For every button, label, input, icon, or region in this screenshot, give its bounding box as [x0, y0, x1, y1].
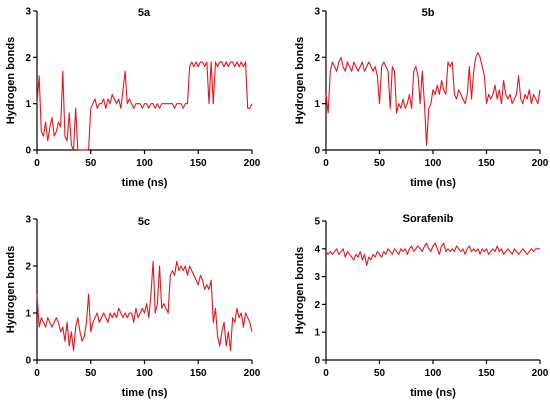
- chart-panel-3: 0 1 2 3 0 50 100 150 200 5c time (ns) Hydrogen bond…: [5, 215, 261, 400]
- x-tick-label: 200: [532, 158, 549, 169]
- x-tick-label: 50: [85, 368, 97, 379]
- y-axis-label: Hydrogen bonds: [294, 37, 306, 124]
- y-tick-label: 2: [25, 53, 31, 64]
- x-tick-label: 0: [323, 158, 329, 169]
- x-tick-label: 200: [244, 368, 261, 379]
- y-tick-label: 5: [314, 217, 320, 228]
- chart-title: 5a: [138, 7, 151, 19]
- x-axis-label: time (ns): [122, 387, 168, 399]
- y-tick-label: 2: [314, 300, 320, 311]
- y-tick-label: 0: [314, 146, 320, 157]
- chart-panel-1: 0 1 2 3 0 50 100 150 200 5a time (ns) Hydrogen bond…: [5, 7, 261, 190]
- x-tick-label: 150: [190, 158, 207, 169]
- series-line: [36, 61, 253, 151]
- x-tick-label: 200: [244, 158, 261, 169]
- y-tick-label: 0: [25, 356, 31, 367]
- x-tick-label: 100: [425, 368, 442, 379]
- x-axis-label: time (ns): [410, 387, 456, 399]
- y-tick-label: 3: [25, 215, 31, 226]
- x-tick-label: 50: [85, 158, 97, 169]
- x-axis-label: time (ns): [122, 177, 168, 189]
- x-tick-label: 200: [532, 368, 549, 379]
- y-tick-label: 2: [314, 53, 320, 64]
- y-axis-label: Hydrogen bonds: [5, 37, 17, 124]
- x-tick-label: 150: [478, 368, 495, 379]
- y-tick-label: 4: [314, 244, 320, 255]
- chart-title: 5b: [422, 7, 435, 19]
- x-tick-label: 0: [323, 368, 329, 379]
- x-tick-label: 0: [34, 158, 40, 169]
- chart-panel-2: 0 1 2 3 0 50 100 150 200 5b time (ns) Hydrogen bond…: [294, 7, 549, 190]
- chart-title: 5c: [138, 216, 150, 228]
- y-tick-label: 0: [314, 356, 320, 367]
- y-tick-label: 1: [25, 99, 31, 110]
- series-line: [325, 242, 540, 267]
- y-axis-label: Hydrogen bonds: [5, 246, 17, 333]
- x-tick-label: 150: [478, 158, 495, 169]
- x-tick-label: 100: [136, 158, 153, 169]
- x-tick-label: 150: [190, 368, 207, 379]
- x-axis-label: time (ns): [410, 177, 456, 189]
- y-axis-label: Hydrogen bonds: [294, 247, 306, 334]
- y-tick-label: 1: [314, 99, 320, 110]
- y-tick-label: 1: [25, 309, 31, 320]
- series-line: [36, 260, 253, 352]
- series-line: [325, 52, 541, 146]
- y-tick-label: 3: [314, 272, 320, 283]
- x-tick-label: 0: [34, 368, 40, 379]
- x-tick-label: 100: [425, 158, 442, 169]
- y-tick-label: 0: [25, 146, 31, 157]
- y-tick-label: 2: [25, 262, 31, 273]
- y-tick-label: 1: [314, 328, 320, 339]
- y-tick-label: 3: [25, 7, 31, 18]
- x-tick-label: 100: [136, 368, 153, 379]
- x-tick-label: 50: [374, 368, 386, 379]
- y-tick-label: 3: [314, 7, 320, 18]
- x-tick-label: 50: [374, 158, 386, 169]
- chart-title: Sorafenib: [403, 213, 454, 225]
